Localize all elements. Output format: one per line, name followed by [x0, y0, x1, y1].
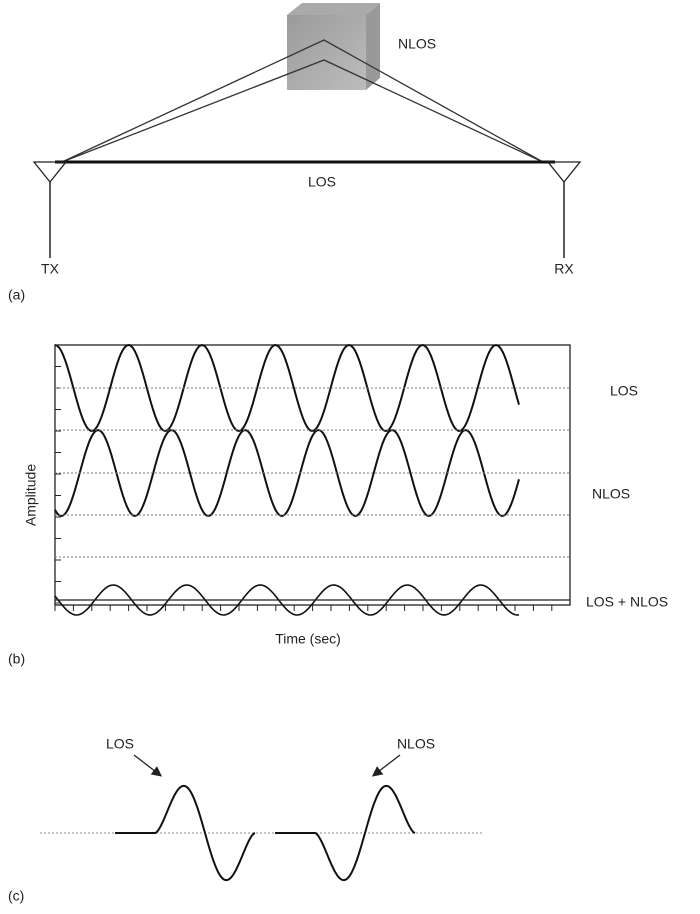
plot-frame [55, 345, 570, 605]
x-axis-title: Time (sec) [275, 631, 341, 647]
arrow [134, 755, 160, 775]
rx-antenna [548, 162, 580, 182]
panel-c: LOS NLOS (c) [8, 736, 482, 904]
y-axis-title: Amplitude [23, 464, 39, 526]
arrow [374, 755, 400, 775]
tx-label: TX [41, 261, 60, 277]
los-label: LOS [308, 174, 336, 190]
tx-antenna [34, 162, 66, 182]
panel-label: (b) [8, 651, 25, 667]
cube-side [366, 3, 380, 90]
panel-b: Amplitude Time (sec) LOS NLOS LOS + NLOS… [8, 345, 668, 667]
trace-label: NLOS [592, 486, 630, 502]
trace-label: LOS + NLOS [586, 594, 668, 610]
cube-front [287, 15, 366, 90]
rx-label: RX [554, 261, 574, 277]
pulse-label: NLOS [397, 736, 435, 752]
pulse-label: LOS [106, 736, 134, 752]
panel-label: (a) [8, 287, 25, 303]
cube-top [287, 3, 380, 15]
trace-label: LOS [610, 383, 638, 399]
nlos-label: NLOS [398, 36, 436, 52]
panel-label: (c) [8, 888, 24, 904]
panel-a: NLOS LOS TX RX (a) [8, 3, 580, 303]
